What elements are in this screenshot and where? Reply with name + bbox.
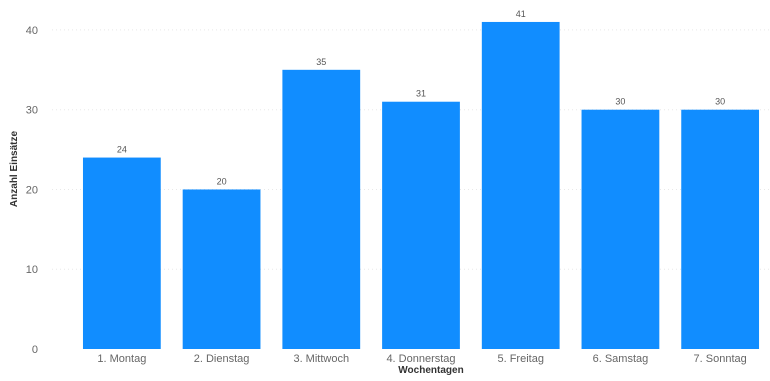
x-axis-title: Wochentagen (398, 365, 463, 376)
data-label: 20 (217, 176, 227, 186)
y-tick-label: 10 (26, 264, 38, 276)
bars (82, 21, 760, 349)
x-tick-label: 4. Donnerstag (386, 353, 455, 365)
x-tick-label: 5. Freitag (497, 353, 543, 365)
data-label: 41 (516, 9, 526, 19)
data-labels: 24 20 35 31 41 30 30 (117, 9, 725, 187)
bar[interactable] (282, 69, 361, 349)
data-label: 31 (416, 89, 426, 99)
y-axis-ticks: 0 10 20 30 40 (26, 25, 38, 356)
bar[interactable] (481, 21, 560, 349)
x-tick-label: 6. Samstag (593, 353, 649, 365)
data-label: 30 (715, 97, 725, 107)
bar[interactable] (581, 109, 660, 349)
y-tick-label: 40 (26, 25, 38, 37)
data-label: 35 (316, 57, 326, 67)
x-tick-label: 1. Montag (97, 353, 146, 365)
bar[interactable] (82, 157, 161, 349)
y-tick-label: 30 (26, 105, 38, 117)
x-tick-label: 7. Sonntag (694, 353, 747, 365)
bar[interactable] (382, 101, 460, 349)
x-tick-label: 3. Mittwoch (293, 353, 349, 365)
x-tick-label: 2. Dienstag (194, 353, 250, 365)
data-label: 24 (117, 145, 127, 155)
x-axis-ticks: 1. Montag 2. Dienstag 3. Mittwoch 4. Donner… (97, 353, 746, 365)
bar[interactable] (182, 189, 261, 349)
bar[interactable] (681, 109, 760, 349)
y-axis-title: Anzahl Einsätze (9, 131, 20, 208)
y-tick-label: 0 (32, 344, 38, 356)
y-tick-label: 20 (26, 184, 38, 196)
data-label: 30 (615, 97, 625, 107)
